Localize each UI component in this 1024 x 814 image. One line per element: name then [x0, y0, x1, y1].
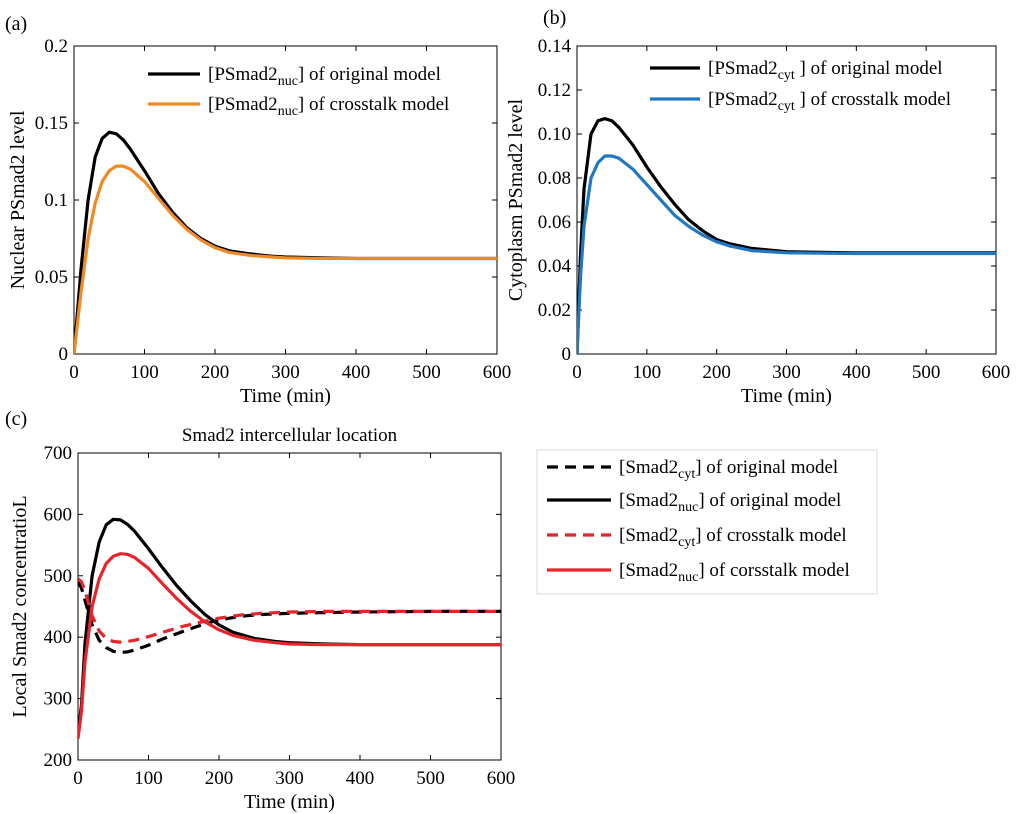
legend-entry-2: [PSmad2cyt ] of crosstalk model	[708, 89, 951, 114]
legend-entry-4: [Smad2nuc] of corsstalk model	[619, 560, 850, 585]
x-tick-label: 400	[342, 362, 371, 383]
x-axis-label: Time (min)	[741, 385, 832, 407]
x-tick-label: 500	[416, 768, 445, 789]
y-tick-label: 600	[44, 504, 73, 525]
y-tick-label: 0.15	[35, 113, 68, 134]
legend: [Smad2cyt] of original model [Smad2nuc] o…	[536, 449, 878, 595]
x-tick-label: 300	[271, 362, 300, 383]
x-tick-label: 600	[487, 768, 516, 789]
legend-entry-3: [Smad2cyt] of crosstalk model	[619, 525, 847, 550]
y-axis-label: Local Smad2 concentratioL	[9, 495, 31, 717]
plot-frame	[77, 452, 502, 761]
y-tick-label: 400	[44, 627, 73, 648]
y-tick-label: 0.2	[44, 36, 68, 57]
panel-label: (c)	[5, 408, 27, 430]
y-tick-label: 0.02	[538, 300, 571, 321]
series-line-1	[74, 130, 497, 354]
y-tick-label: 0.04	[538, 256, 572, 277]
y-tick-label: 300	[44, 689, 73, 710]
y-tick-label: 0.1	[44, 190, 68, 211]
series-line-2	[74, 164, 497, 354]
y-tick-label: 700	[44, 443, 73, 464]
chart-panel-a: (a) 0 100 200 300 400 500 600 0 0.05 0.1 0.15 0.2 Tim…	[5, 13, 511, 407]
series-line-3	[78, 577, 501, 644]
y-tick-label: 500	[44, 566, 73, 587]
y-tick-label: 0.06	[538, 212, 571, 233]
x-tick-label: 0	[572, 362, 582, 383]
series-line-2	[577, 154, 996, 354]
legend-entry-2: [Smad2nuc] of original model	[619, 490, 841, 515]
chart-title: Smad2 intercellular location	[182, 425, 398, 446]
x-tick-label: 600	[982, 362, 1011, 383]
legend: [PSmad2nuc] of original model [PSmad2nuc]…	[137, 54, 487, 122]
x-tick-label: 200	[702, 362, 731, 383]
legend: [PSmad2cyt ] of original model [PSmad2cyt…	[639, 53, 989, 121]
y-axis-label: Cytoplasm PSmad2 level	[505, 98, 527, 301]
panel-label: (a)	[5, 13, 27, 35]
legend-entry-1: [PSmad2nuc] of original model	[208, 64, 441, 89]
y-tick-label: 0.12	[538, 80, 571, 101]
y-tick-label: 0.08	[538, 168, 571, 189]
x-tick-label: 300	[772, 362, 801, 383]
x-tick-label: 600	[483, 362, 512, 383]
legend-box	[137, 54, 487, 122]
x-tick-label: 400	[346, 768, 375, 789]
x-tick-label: 100	[633, 362, 662, 383]
x-tick-label: 400	[842, 362, 871, 383]
legend-entry-2: [PSmad2nuc] of crosstalk model	[208, 94, 449, 119]
legend-box	[639, 53, 989, 121]
x-axis-label: Time (min)	[240, 385, 331, 407]
x-tick-label: 500	[912, 362, 941, 383]
chart-panel-b: (b) 0 100 200 300 400 500 600 0 0.02 0.04 0.06 0.08 0…	[505, 7, 1010, 407]
x-tick-label: 200	[205, 768, 234, 789]
y-tick-label: 0.14	[538, 36, 572, 57]
x-tick-label: 100	[134, 768, 163, 789]
series-line-4	[78, 552, 501, 739]
x-tick-label: 200	[201, 362, 230, 383]
legend-entry-1: [Smad2cyt] of original model	[619, 457, 838, 482]
x-axis-label: Time (min)	[244, 791, 335, 813]
y-tick-label: 0	[59, 344, 69, 365]
x-tick-label: 0	[73, 768, 83, 789]
series-line-2	[78, 517, 501, 736]
legend-entry-1: [PSmad2cyt ] of original model	[708, 58, 943, 83]
y-axis-label: Nuclear PSmad2 level	[7, 110, 29, 289]
y-tick-label: 0.10	[538, 124, 571, 145]
panel-label: (b)	[543, 7, 566, 29]
y-tick-label: 0	[562, 344, 572, 365]
series-line-1	[577, 117, 996, 354]
y-tick-label: 200	[44, 750, 73, 771]
x-tick-label: 300	[275, 768, 304, 789]
x-tick-label: 0	[69, 362, 79, 383]
x-tick-label: 500	[412, 362, 441, 383]
y-tick-label: 0.05	[35, 267, 68, 288]
chart-panel-c: (c) Smad2 intercellular location 0 100 200 30…	[5, 408, 878, 813]
x-tick-label: 100	[130, 362, 159, 383]
